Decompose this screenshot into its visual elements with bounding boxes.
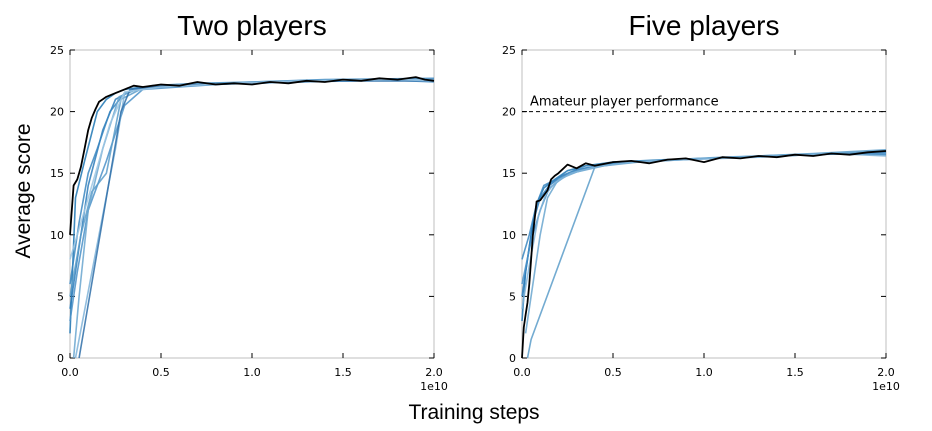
x-tick-label: 2.0: [425, 366, 443, 379]
y-tick-label: 25: [50, 44, 64, 57]
x-tick-label: 0.5: [152, 366, 170, 379]
run-series-line: [69, 78, 435, 322]
five-players-panel: Five players 0 5 10 15 20 25 0.0 0.5 1.0 1.5 2.01e1…: [502, 10, 900, 393]
y-tick-label: 15: [50, 167, 64, 180]
y-tick-label: 10: [50, 229, 64, 242]
y-tick-label: 5: [57, 290, 64, 303]
run-series-line: [69, 80, 434, 309]
x-tick-label: 1.0: [695, 366, 713, 379]
reference-line-label: Amateur player performance: [530, 95, 719, 110]
run-series-line: [74, 78, 435, 359]
y-tick-label: 10: [502, 229, 516, 242]
x-tick-label: 0.5: [604, 366, 622, 379]
x-tick-label: 2.0: [877, 366, 895, 379]
run-series-line: [521, 152, 887, 285]
y-tick-label: 20: [502, 106, 516, 119]
mean-series-line: [521, 150, 887, 359]
x-tick-label: 1.5: [786, 366, 804, 379]
y-tick-label: 15: [502, 167, 516, 180]
x-offset-label: 1e10: [420, 380, 448, 393]
run-series-line: [524, 150, 887, 334]
run-series-line: [521, 152, 887, 309]
y-axis-label: Average score: [12, 123, 35, 258]
y-tick-label: 5: [509, 290, 516, 303]
run-series-line: [521, 150, 887, 322]
y-tick-label: 0: [57, 352, 64, 365]
run-series-line: [526, 149, 887, 359]
run-series-line: [72, 78, 435, 359]
chart-title: Two players: [177, 10, 326, 41]
x-tick-label: 1.0: [243, 366, 261, 379]
x-offset-label: 1e10: [872, 380, 900, 393]
y-tick-label: 25: [502, 44, 516, 57]
run-series-line: [69, 78, 435, 334]
x-tick-label: 0.0: [513, 366, 531, 379]
y-tick-label: 20: [50, 106, 64, 119]
y-tick-label: 0: [509, 352, 516, 365]
x-tick-label: 1.5: [334, 366, 352, 379]
run-series-line: [78, 80, 434, 359]
run-series-line: [521, 151, 887, 297]
run-series-line: [69, 77, 435, 285]
mean-series-line: [69, 76, 435, 235]
x-tick-label: 0.0: [61, 366, 79, 379]
x-axis-label: Training steps: [408, 401, 539, 424]
chart-title: Five players: [629, 10, 780, 41]
run-series-line: [69, 78, 435, 297]
